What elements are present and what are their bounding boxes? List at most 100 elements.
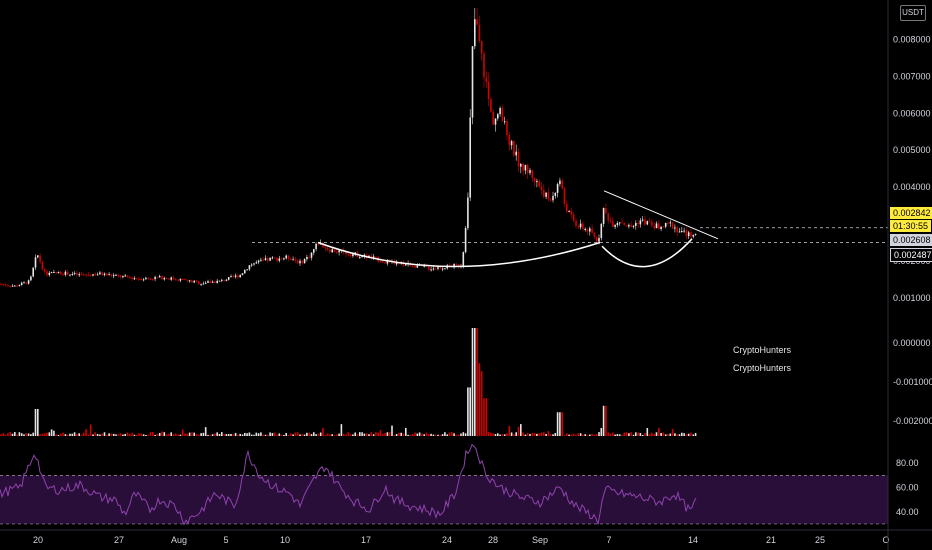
candle-body <box>639 220 642 225</box>
candle-body <box>416 265 419 268</box>
volume-bar <box>584 434 586 436</box>
candle-body <box>43 269 46 272</box>
candle-body <box>623 222 626 226</box>
volume-bar <box>188 432 191 436</box>
volume-bar <box>202 432 205 436</box>
candle-body <box>267 258 269 261</box>
volume-bar <box>349 434 352 436</box>
candle-body <box>163 277 166 280</box>
volume-bar <box>421 433 423 436</box>
candle-body <box>625 225 628 227</box>
volume-bar <box>625 432 628 436</box>
candle-body <box>57 271 60 274</box>
candle-body <box>191 280 193 283</box>
candle-body <box>41 261 44 270</box>
volume-bar <box>506 433 508 436</box>
candle-body <box>471 46 474 118</box>
candle-body <box>605 207 607 214</box>
candle-body <box>202 283 205 285</box>
candle-body <box>600 223 603 239</box>
volume-bar <box>418 432 421 436</box>
candles <box>0 7 697 289</box>
volume-bar <box>448 432 451 436</box>
volume-bar <box>66 434 69 436</box>
candle-body <box>681 230 683 232</box>
volume-bar <box>655 432 658 436</box>
candle-body <box>96 274 99 276</box>
volume-bar <box>582 434 584 436</box>
volume-bar <box>260 432 262 436</box>
candle-body <box>667 222 669 224</box>
candle-body <box>296 260 299 264</box>
cup-arc <box>317 241 601 268</box>
candle-body <box>497 114 499 119</box>
volume-bar <box>326 433 329 436</box>
candle-body <box>499 108 501 115</box>
volume-bar <box>290 433 292 436</box>
volume-bar <box>375 432 377 436</box>
volume-bar <box>209 434 212 436</box>
currency-label[interactable]: USDT <box>900 5 926 21</box>
candle-body <box>630 225 632 227</box>
volume-bar <box>331 434 333 436</box>
candle-body <box>152 278 154 280</box>
candle-body <box>531 170 534 178</box>
candle-body <box>382 261 384 263</box>
price-badge: 0.002608 <box>890 234 932 246</box>
volume-bar <box>641 434 644 436</box>
candle-body <box>384 262 386 264</box>
volume-bar <box>338 433 340 436</box>
candle-body <box>280 258 283 260</box>
volume-bar <box>361 432 363 436</box>
volume-bar <box>131 432 133 436</box>
volume-bar <box>69 433 71 436</box>
volume-bar <box>262 434 264 436</box>
candle-body <box>225 279 228 281</box>
volume-bar <box>239 433 241 436</box>
volume-bar <box>117 434 120 436</box>
volume-bar <box>112 433 115 436</box>
candle-body <box>276 257 278 261</box>
volume-bar <box>492 433 494 436</box>
volume-bar <box>175 433 177 436</box>
candle-body <box>188 280 191 282</box>
candle-body <box>483 53 485 78</box>
volume-bar <box>476 328 478 436</box>
volume-bar <box>395 433 398 436</box>
candle-body <box>124 275 126 277</box>
volume-bar <box>241 434 244 436</box>
volume-bar <box>524 434 527 436</box>
candle-body <box>441 268 444 270</box>
volume-bar <box>216 432 218 436</box>
volume-bar <box>27 433 30 436</box>
candle-body <box>533 177 536 182</box>
volume-bar <box>322 427 324 436</box>
volume-bar <box>62 432 64 436</box>
candle-body <box>103 273 106 276</box>
candle-body <box>434 268 437 270</box>
candle-body <box>618 222 621 224</box>
volume-bar <box>635 432 637 436</box>
candle-body <box>60 271 62 275</box>
volume-bar <box>377 432 379 436</box>
volume-bar <box>308 432 310 436</box>
volume-bar <box>612 432 614 436</box>
volume-bar <box>294 432 297 436</box>
candle-body <box>464 228 467 253</box>
volume-bar <box>425 432 428 436</box>
candle-body <box>586 228 589 232</box>
candle-body <box>177 279 179 281</box>
candle-body <box>503 121 506 123</box>
volume-bar <box>138 433 140 436</box>
watermark-2: CryptoHunters <box>733 363 792 373</box>
candle-body <box>80 274 83 276</box>
volume-bar <box>142 434 145 436</box>
volume-bar <box>386 432 389 436</box>
volume-bar <box>292 434 294 436</box>
candle-body <box>405 264 407 266</box>
candle-body <box>598 238 600 242</box>
volume-bar <box>552 434 554 436</box>
candle-body <box>559 180 561 185</box>
volume-bar <box>671 428 674 436</box>
